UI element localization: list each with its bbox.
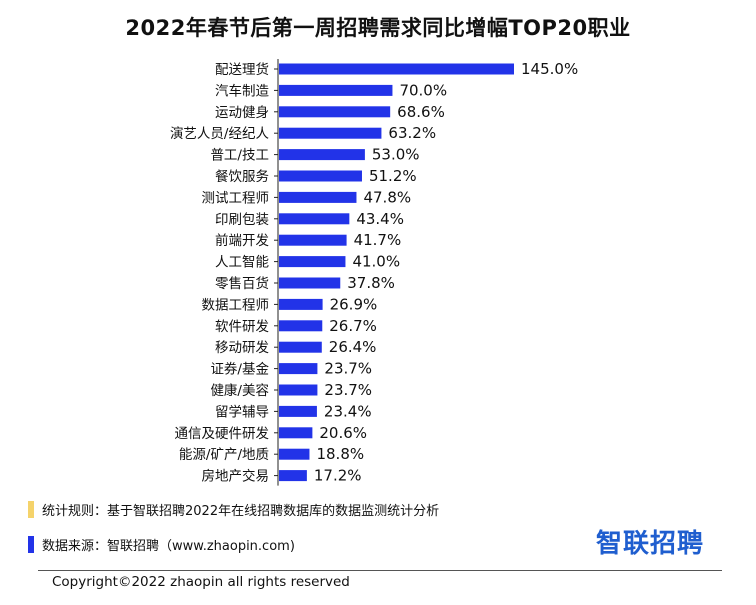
category-label: 餐饮服务 xyxy=(215,169,269,185)
bar xyxy=(279,234,347,246)
bar xyxy=(279,298,323,310)
category-label: 健康/美容 xyxy=(210,382,269,399)
value-label: 23.7% xyxy=(324,381,372,399)
rule-note: 统计规则：基于智联招聘2022年在线招聘数据库的数据监测统计分析 xyxy=(28,500,439,519)
source-swatch xyxy=(28,536,34,553)
value-label: 23.4% xyxy=(324,402,372,420)
bar xyxy=(279,84,393,96)
bar xyxy=(279,191,357,203)
bar xyxy=(279,341,322,353)
bar xyxy=(279,470,307,482)
value-label: 41.0% xyxy=(352,253,400,271)
zhaopin-logo: 智联招聘 xyxy=(596,529,705,559)
value-label: 17.2% xyxy=(314,467,362,485)
value-label: 20.6% xyxy=(319,424,367,442)
category-label: 配送理货 xyxy=(215,61,269,78)
category-label: 移动研发 xyxy=(215,340,269,356)
rule-swatch xyxy=(28,501,34,518)
value-label: 68.6% xyxy=(397,103,445,121)
bar xyxy=(279,320,323,332)
category-label: 普工/技工 xyxy=(210,148,269,164)
category-label: 证券/基金 xyxy=(210,361,269,378)
category-label: 房地产交易 xyxy=(202,468,270,485)
footer-divider xyxy=(38,570,722,571)
value-label: 23.7% xyxy=(324,360,372,378)
category-label: 数据工程师 xyxy=(202,297,270,313)
category-label: 前端开发 xyxy=(215,232,269,249)
bar xyxy=(279,384,318,396)
bar xyxy=(279,149,365,161)
bar xyxy=(279,405,317,417)
value-label: 26.4% xyxy=(329,338,377,356)
bar xyxy=(279,213,350,225)
source-text: 数据来源：智联招聘（www.zhaopin.com) xyxy=(42,539,295,554)
rule-text: 统计规则：基于智联招聘2022年在线招聘数据库的数据监测统计分析 xyxy=(42,504,440,519)
category-label: 演艺人员/经纪人 xyxy=(170,126,270,142)
category-label: 留学辅导 xyxy=(215,404,269,420)
chart-title: 2022年春节后第一周招聘需求同比增幅TOP20职业 xyxy=(125,16,631,40)
value-label: 51.2% xyxy=(369,167,417,185)
category-label: 能源/矿产/地质 xyxy=(179,447,269,463)
value-label: 37.8% xyxy=(347,274,395,292)
bar-chart: 配送理货 145.0% 汽车制造 70.0% 运动健身 68.6% 演艺人员/经纪人 63.2… xyxy=(170,59,578,486)
value-label: 26.9% xyxy=(330,295,378,313)
value-label: 70.0% xyxy=(399,81,447,99)
bar xyxy=(279,127,382,139)
category-label: 运动健身 xyxy=(215,105,269,121)
bar xyxy=(279,170,362,182)
source-note: 数据来源：智联招聘（www.zhaopin.com) xyxy=(28,535,295,554)
copyright-text: Copyright©2022 zhaopin all rights reserv… xyxy=(52,574,350,590)
value-label: 43.4% xyxy=(356,210,404,228)
category-label: 汽车制造 xyxy=(215,82,269,99)
value-label: 145.0% xyxy=(521,60,578,78)
value-label: 53.0% xyxy=(372,146,420,164)
value-label: 41.7% xyxy=(354,231,402,249)
category-label: 通信及硬件研发 xyxy=(175,426,270,442)
bar xyxy=(279,427,313,439)
category-label: 测试工程师 xyxy=(202,190,270,206)
value-label: 26.7% xyxy=(329,317,377,335)
bar xyxy=(279,448,310,460)
bar xyxy=(279,363,318,375)
category-label: 零售百货 xyxy=(215,275,269,292)
value-label: 47.8% xyxy=(363,188,411,206)
bar xyxy=(279,277,341,289)
bar xyxy=(279,106,391,118)
bar xyxy=(279,256,346,268)
category-label: 软件研发 xyxy=(215,319,269,335)
value-label: 63.2% xyxy=(388,124,436,142)
bar xyxy=(279,63,514,75)
category-label: 人工智能 xyxy=(215,255,269,271)
value-label: 18.8% xyxy=(316,445,364,463)
category-label: 印刷包装 xyxy=(215,212,269,228)
